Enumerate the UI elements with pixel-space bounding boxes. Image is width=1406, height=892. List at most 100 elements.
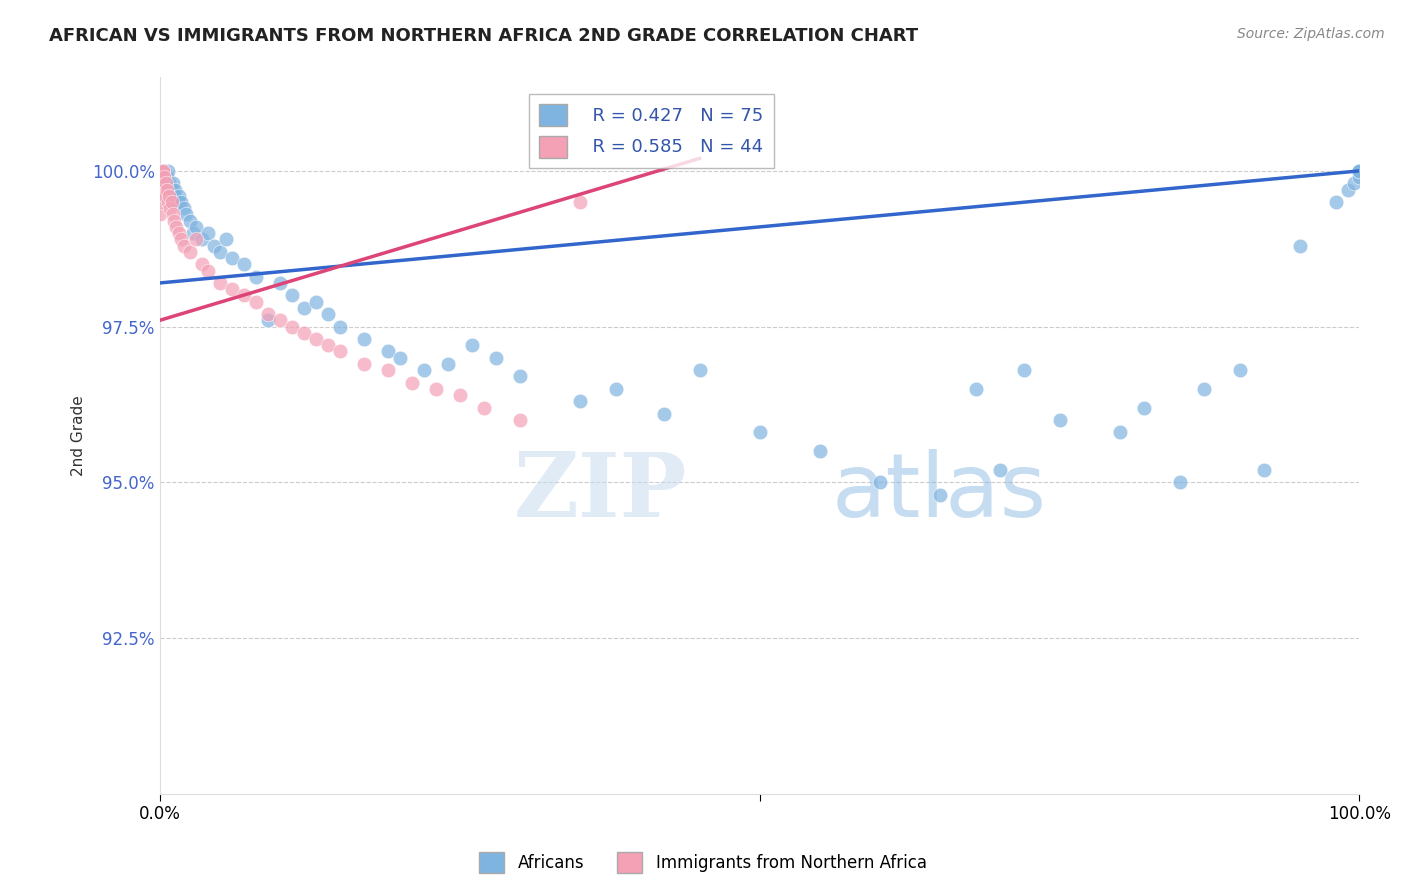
Point: [269, 276, 291, 290]
Point: [316, 338, 339, 352]
Point: [150, 164, 173, 178]
Point: [160, 194, 183, 209]
Point: [153, 170, 176, 185]
Point: [181, 226, 204, 240]
Point: [156, 182, 179, 196]
Point: [155, 177, 177, 191]
Point: [412, 363, 434, 377]
Point: [509, 413, 531, 427]
Point: [157, 188, 180, 202]
Point: [152, 164, 174, 178]
Point: [808, 444, 831, 458]
Point: [256, 313, 278, 327]
Point: [401, 376, 423, 390]
Point: [163, 213, 186, 227]
Point: [221, 282, 243, 296]
Point: [179, 244, 201, 259]
Point: [304, 332, 326, 346]
Point: [928, 488, 950, 502]
Point: [173, 238, 195, 252]
Point: [1288, 238, 1310, 252]
Point: [153, 182, 176, 196]
Point: [256, 307, 278, 321]
Point: [208, 276, 231, 290]
Point: [184, 219, 207, 234]
Point: [245, 294, 267, 309]
Point: [170, 232, 193, 246]
Text: AFRICAN VS IMMIGRANTS FROM NORTHERN AFRICA 2ND GRADE CORRELATION CHART: AFRICAN VS IMMIGRANTS FROM NORTHERN AFRI…: [49, 27, 918, 45]
Point: [449, 388, 471, 402]
Point: [232, 257, 254, 271]
Point: [304, 294, 326, 309]
Point: [353, 357, 375, 371]
Text: Source: ZipAtlas.com: Source: ZipAtlas.com: [1237, 27, 1385, 41]
Point: [157, 177, 180, 191]
Point: [1343, 177, 1365, 191]
Point: [460, 338, 482, 352]
Point: [965, 382, 987, 396]
Point: [436, 357, 458, 371]
Point: [472, 401, 495, 415]
Point: [232, 288, 254, 302]
Point: [568, 394, 591, 409]
Point: [159, 201, 181, 215]
Point: [153, 188, 176, 202]
Point: [208, 244, 231, 259]
Point: [280, 319, 302, 334]
Point: [269, 313, 291, 327]
Point: [166, 194, 188, 209]
Point: [162, 177, 184, 191]
Point: [152, 164, 174, 178]
Point: [988, 463, 1011, 477]
Point: [245, 269, 267, 284]
Point: [329, 344, 352, 359]
Point: [292, 301, 315, 315]
Point: [748, 425, 770, 440]
Point: [202, 238, 225, 252]
Point: [1229, 363, 1251, 377]
Point: [166, 219, 188, 234]
Point: [197, 263, 219, 277]
Point: [568, 194, 591, 209]
Point: [353, 332, 375, 346]
Point: [190, 257, 212, 271]
Point: [156, 170, 179, 185]
Point: [316, 307, 339, 321]
Point: [150, 164, 173, 178]
Point: [329, 319, 352, 334]
Point: [162, 207, 184, 221]
Point: [149, 164, 172, 178]
Point: [509, 369, 531, 384]
Point: [149, 194, 172, 209]
Point: [160, 182, 183, 196]
Legend:   R = 0.427   N = 75,   R = 0.585   N = 44: R = 0.427 N = 75, R = 0.585 N = 44: [529, 94, 775, 169]
Point: [150, 177, 173, 191]
Point: [1132, 401, 1154, 415]
Point: [1336, 182, 1358, 196]
Point: [869, 475, 891, 490]
Point: [388, 351, 411, 365]
Point: [280, 288, 302, 302]
Point: [1348, 164, 1371, 178]
Point: [1253, 463, 1275, 477]
Point: [155, 177, 177, 191]
Legend: Africans, Immigrants from Northern Africa: Africans, Immigrants from Northern Afric…: [472, 846, 934, 880]
Point: [1348, 170, 1371, 185]
Point: [1348, 164, 1371, 178]
Point: [170, 194, 193, 209]
Point: [184, 232, 207, 246]
Point: [689, 363, 711, 377]
Point: [1348, 164, 1371, 178]
Point: [1348, 164, 1371, 178]
Point: [1168, 475, 1191, 490]
Point: [292, 326, 315, 340]
Point: [1049, 413, 1071, 427]
Point: [153, 170, 176, 185]
Point: [1324, 194, 1347, 209]
Text: ZIP: ZIP: [515, 450, 688, 536]
Point: [1108, 425, 1130, 440]
Point: [190, 232, 212, 246]
Point: [214, 232, 236, 246]
Point: [152, 164, 174, 178]
Point: [149, 207, 172, 221]
